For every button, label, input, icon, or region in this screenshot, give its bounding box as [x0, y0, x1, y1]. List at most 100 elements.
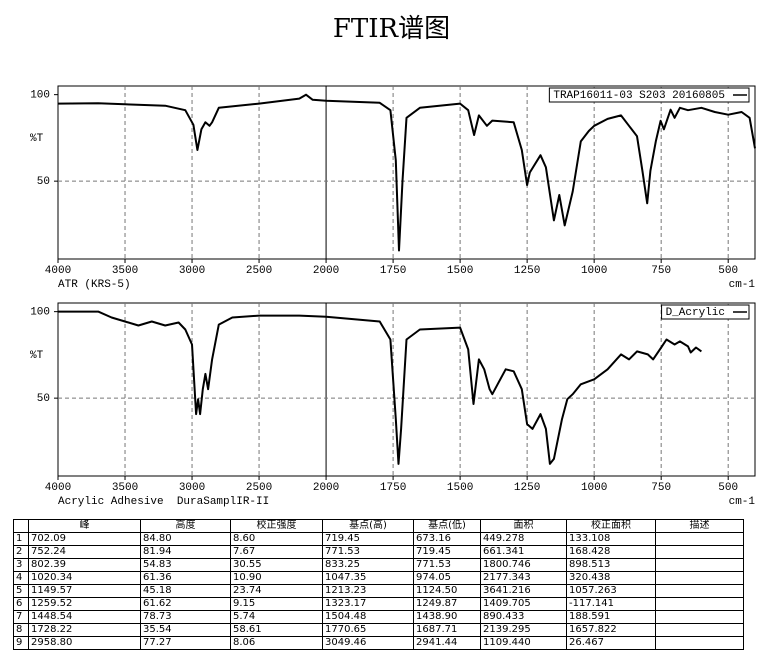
table-cell — [655, 532, 744, 546]
table-cell: 9.15 — [230, 597, 323, 611]
table-cell: 7 — [13, 610, 29, 624]
table-row: 5 1149.57 45.18 23.74 1213.23 1124.50 3641.216… — [13, 584, 744, 598]
x-tick-label: 4000 — [45, 265, 71, 277]
y-tick-label: 50 — [37, 176, 50, 188]
x-tick-label: 3500 — [112, 265, 138, 277]
x-tick-label: 1250 — [514, 265, 540, 277]
table-row: 7 1448.54 78.73 5.74 1504.48 1438.90 890.433 18… — [13, 610, 744, 624]
table-cell: 1020.34 — [28, 571, 141, 585]
table-cell: 719.45 — [413, 545, 481, 559]
table-cell: 1409.705 — [480, 597, 567, 611]
page-title: FTIR谱图 — [332, 14, 451, 44]
table-cell — [655, 545, 744, 559]
table-cell: 61.36 — [140, 571, 231, 585]
table-cell: 1687.71 — [413, 623, 481, 637]
table-cell: 2139.295 — [480, 623, 567, 637]
legend-label: TRAP16011-03 S203 20160805 — [553, 90, 725, 102]
table-cell: 58.61 — [230, 623, 323, 637]
table-cell: 1504.48 — [322, 610, 414, 624]
table-cell: 1213.23 — [322, 584, 414, 598]
table-cell: 3049.46 — [322, 636, 414, 650]
table-cell — [655, 623, 744, 637]
table-cell — [655, 584, 744, 598]
x-tick-label: 750 — [651, 482, 671, 494]
table-cell: 2 — [13, 545, 29, 559]
header-row: 峰高度 校正强度 基点(高) 基点(低) 面积 校正面积 描述 — [13, 519, 744, 533]
table-cell: 8.06 — [230, 636, 323, 650]
x-tick-label: 3500 — [112, 482, 138, 494]
table-cell: 2177.343 — [480, 571, 567, 585]
table-cell: 1124.50 — [413, 584, 481, 598]
legend-box — [548, 87, 750, 103]
table-cell: 771.53 — [413, 558, 481, 572]
table-cell: 320.438 — [566, 571, 656, 585]
table-cell — [655, 571, 744, 585]
table-row: 2 752.24 81.94 7.67 771.53 719.45 661.341 168.4… — [13, 545, 744, 559]
table-cell: 188.591 — [566, 610, 656, 624]
table-cell: 30.55 — [230, 558, 323, 572]
x-tick-label: 500 — [718, 265, 738, 277]
table-cell: 974.05 — [413, 571, 481, 585]
chart-note: ATR (KRS-5) — [58, 279, 131, 291]
table-cell: 45.18 — [140, 584, 231, 598]
table-cell: 35.54 — [140, 623, 231, 637]
table-cell: 26.467 — [566, 636, 656, 650]
table-cell: 1 — [13, 532, 29, 546]
header-cell — [13, 519, 29, 533]
header-cell: 校正面积 — [566, 519, 656, 533]
table-cell: 84.80 — [140, 532, 231, 546]
x-tick-label: 1500 — [447, 482, 473, 494]
table-cell: 802.39 — [28, 558, 141, 572]
table-cell: 1800.746 — [480, 558, 567, 572]
table-cell: 2958.80 — [28, 636, 141, 650]
y-tick-label: 100 — [30, 307, 50, 319]
table-cell: 6 — [13, 597, 29, 611]
header-cell: 峰 — [28, 519, 141, 533]
table-cell: 78.73 — [140, 610, 231, 624]
table-cell: 3 — [13, 558, 29, 572]
table-cell: 77.27 — [140, 636, 231, 650]
x-axis-label: cm-1 — [729, 496, 756, 508]
table-cell: 1770.65 — [322, 623, 414, 637]
legend-label: D_Acrylic — [666, 307, 725, 319]
table-cell: 752.24 — [28, 545, 141, 559]
table-cell: 9 — [13, 636, 29, 650]
table-row: 3 802.39 54.83 30.55 833.25 771.53 1800.746 898… — [13, 558, 744, 572]
table-cell: 3641.216 — [480, 584, 567, 598]
table-row: 8 1728.22 35.54 58.61 1770.65 1687.71 2139.295… — [13, 623, 744, 637]
table-cell: 1657.822 — [566, 623, 656, 637]
table-cell: 890.433 — [480, 610, 567, 624]
plot-frame — [57, 302, 756, 477]
table-cell: 8.60 — [230, 532, 323, 546]
table-cell: 1149.57 — [28, 584, 141, 598]
header-cell: 面积 — [480, 519, 567, 533]
plot-frame — [57, 85, 756, 260]
header-cell: 校正强度 — [230, 519, 323, 533]
table-cell: 133.108 — [566, 532, 656, 546]
x-tick-label: 2000 — [313, 482, 339, 494]
chart-note: Acrylic Adhesive DuraSamplIR-II — [58, 496, 269, 508]
x-tick-label: 1500 — [447, 265, 473, 277]
table-cell: 8 — [13, 623, 29, 637]
table-cell — [655, 597, 744, 611]
table-cell: 5.74 — [230, 610, 323, 624]
table-cell: 661.341 — [480, 545, 567, 559]
table-cell — [655, 636, 744, 650]
table-cell: 1728.22 — [28, 623, 141, 637]
spectrum-line — [57, 93, 756, 252]
spectrum-line — [58, 310, 702, 465]
table-row: 9 2958.80 77.27 8.06 3049.46 2941.44 1109.440 2… — [13, 636, 744, 650]
header-cell: 基点(低) — [413, 519, 481, 533]
table-cell: 719.45 — [322, 532, 414, 546]
table-cell: 1057.263 — [566, 584, 656, 598]
x-tick-label: 3000 — [179, 482, 205, 494]
table-cell: 7.67 — [230, 545, 323, 559]
legend-box — [661, 304, 750, 320]
table-cell: -117.141 — [566, 597, 656, 611]
x-axis-label: cm-1 — [729, 279, 756, 291]
table-cell: 61.62 — [140, 597, 231, 611]
table-row: 1 702.09 84.80 8.60 719.45 673.16 449.278 133.1… — [13, 532, 744, 546]
x-tick-label: 4000 — [45, 482, 71, 494]
header-cell: 高度 — [140, 519, 231, 533]
